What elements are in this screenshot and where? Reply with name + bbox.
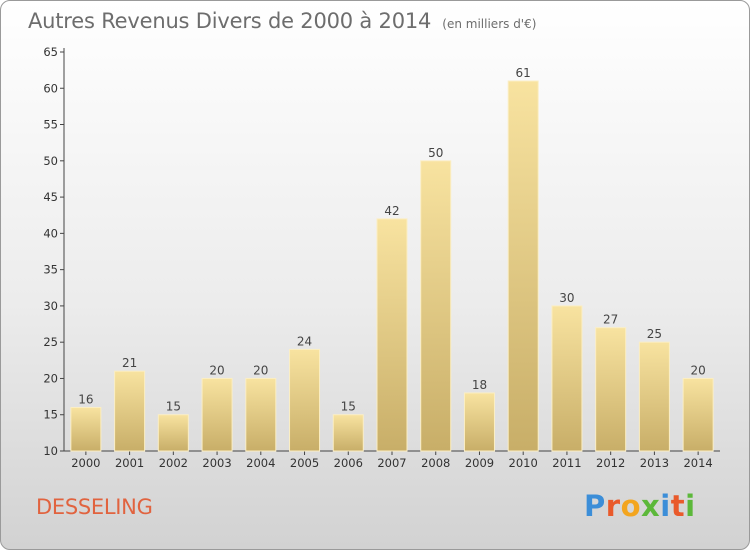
- y-tick-label: 10: [43, 444, 58, 458]
- bar-2002: [157, 414, 189, 452]
- x-tick-label-2002: 2002: [159, 456, 188, 470]
- bar-2013: [638, 341, 670, 452]
- logo-letter: x: [641, 489, 661, 523]
- data-label-2012: 27: [603, 313, 618, 327]
- data-label-2000: 16: [78, 392, 93, 406]
- bar-2003: [201, 377, 233, 452]
- x-tick-label-2004: 2004: [246, 456, 275, 470]
- logo-letter: P: [584, 489, 606, 523]
- x-tick-label-2006: 2006: [334, 456, 363, 470]
- y-tick-label: 25: [43, 335, 58, 349]
- logo-letter: t: [670, 489, 686, 523]
- bar-2000: [70, 406, 102, 452]
- x-tick-label-2011: 2011: [552, 456, 581, 470]
- y-tick-label: 50: [43, 154, 58, 168]
- data-label-2001: 21: [122, 356, 137, 370]
- bar-2008: [420, 160, 452, 452]
- x-tick-label-2000: 2000: [71, 456, 100, 470]
- y-tick-label: 30: [43, 299, 58, 313]
- logo-letter: i: [685, 489, 696, 523]
- chart-axes: 10 15 20 25 30 35 40 45 50 55 60 65 2000 2001 2002 2003…: [43, 45, 720, 470]
- chart-data-labels: 16 21 15 20 20 24 15 42 50 18 61 30 27 25 20: [78, 66, 706, 414]
- proxiti-logo: Proxiti: [584, 489, 696, 523]
- data-label-2008: 50: [428, 146, 443, 160]
- bar-2006: [332, 414, 364, 452]
- chart-title-text: Autres Revenus Divers de 2000 à 2014: [28, 9, 432, 33]
- y-tick-label: 15: [43, 408, 58, 422]
- y-tick-label: 20: [43, 371, 58, 385]
- bar-2010: [507, 80, 539, 452]
- bar-2001: [114, 370, 146, 452]
- data-label-2003: 20: [209, 363, 224, 377]
- data-label-2013: 25: [647, 327, 662, 341]
- y-tick-label: 40: [43, 226, 58, 240]
- commune-name: DESSELING: [36, 495, 153, 519]
- x-tick-label-2013: 2013: [640, 456, 669, 470]
- y-tick-label: 45: [43, 190, 58, 204]
- bar-2012: [595, 327, 627, 452]
- bar-2004: [245, 377, 277, 452]
- data-label-2006: 15: [341, 400, 356, 414]
- y-tick-label: 35: [43, 263, 58, 277]
- data-label-2002: 15: [166, 400, 181, 414]
- logo-letter: r: [605, 489, 621, 523]
- bar-2009: [463, 392, 495, 452]
- data-label-2010: 61: [516, 66, 531, 80]
- bar-2014: [682, 377, 714, 452]
- y-tick-label: 65: [43, 45, 58, 59]
- x-tick-label-2009: 2009: [465, 456, 494, 470]
- bar-2007: [376, 218, 408, 452]
- chart-bars: [70, 80, 714, 452]
- chart-title: Autres Revenus Divers de 2000 à 2014 (en…: [28, 9, 536, 33]
- x-tick-label-2012: 2012: [596, 456, 625, 470]
- x-tick-label-2003: 2003: [202, 456, 231, 470]
- data-label-2014: 20: [690, 363, 705, 377]
- data-label-2009: 18: [472, 378, 487, 392]
- logo-letter: i: [660, 489, 671, 523]
- y-tick-label: 60: [43, 81, 58, 95]
- data-label-2007: 42: [384, 204, 399, 218]
- data-label-2011: 30: [559, 291, 574, 305]
- x-tick-label-2010: 2010: [509, 456, 538, 470]
- logo-letter: o: [620, 489, 642, 523]
- chart-unit: (en milliers d'€): [442, 17, 537, 31]
- data-label-2004: 20: [253, 363, 268, 377]
- bar-2005: [289, 348, 321, 452]
- bar-2011: [551, 305, 583, 452]
- x-tick-label-2014: 2014: [683, 456, 712, 470]
- x-tick-label-2007: 2007: [377, 456, 406, 470]
- y-tick-label: 55: [43, 118, 58, 132]
- data-label-2005: 24: [297, 334, 312, 348]
- x-tick-label-2008: 2008: [421, 456, 450, 470]
- x-tick-label-2005: 2005: [290, 456, 319, 470]
- x-tick-label-2001: 2001: [115, 456, 144, 470]
